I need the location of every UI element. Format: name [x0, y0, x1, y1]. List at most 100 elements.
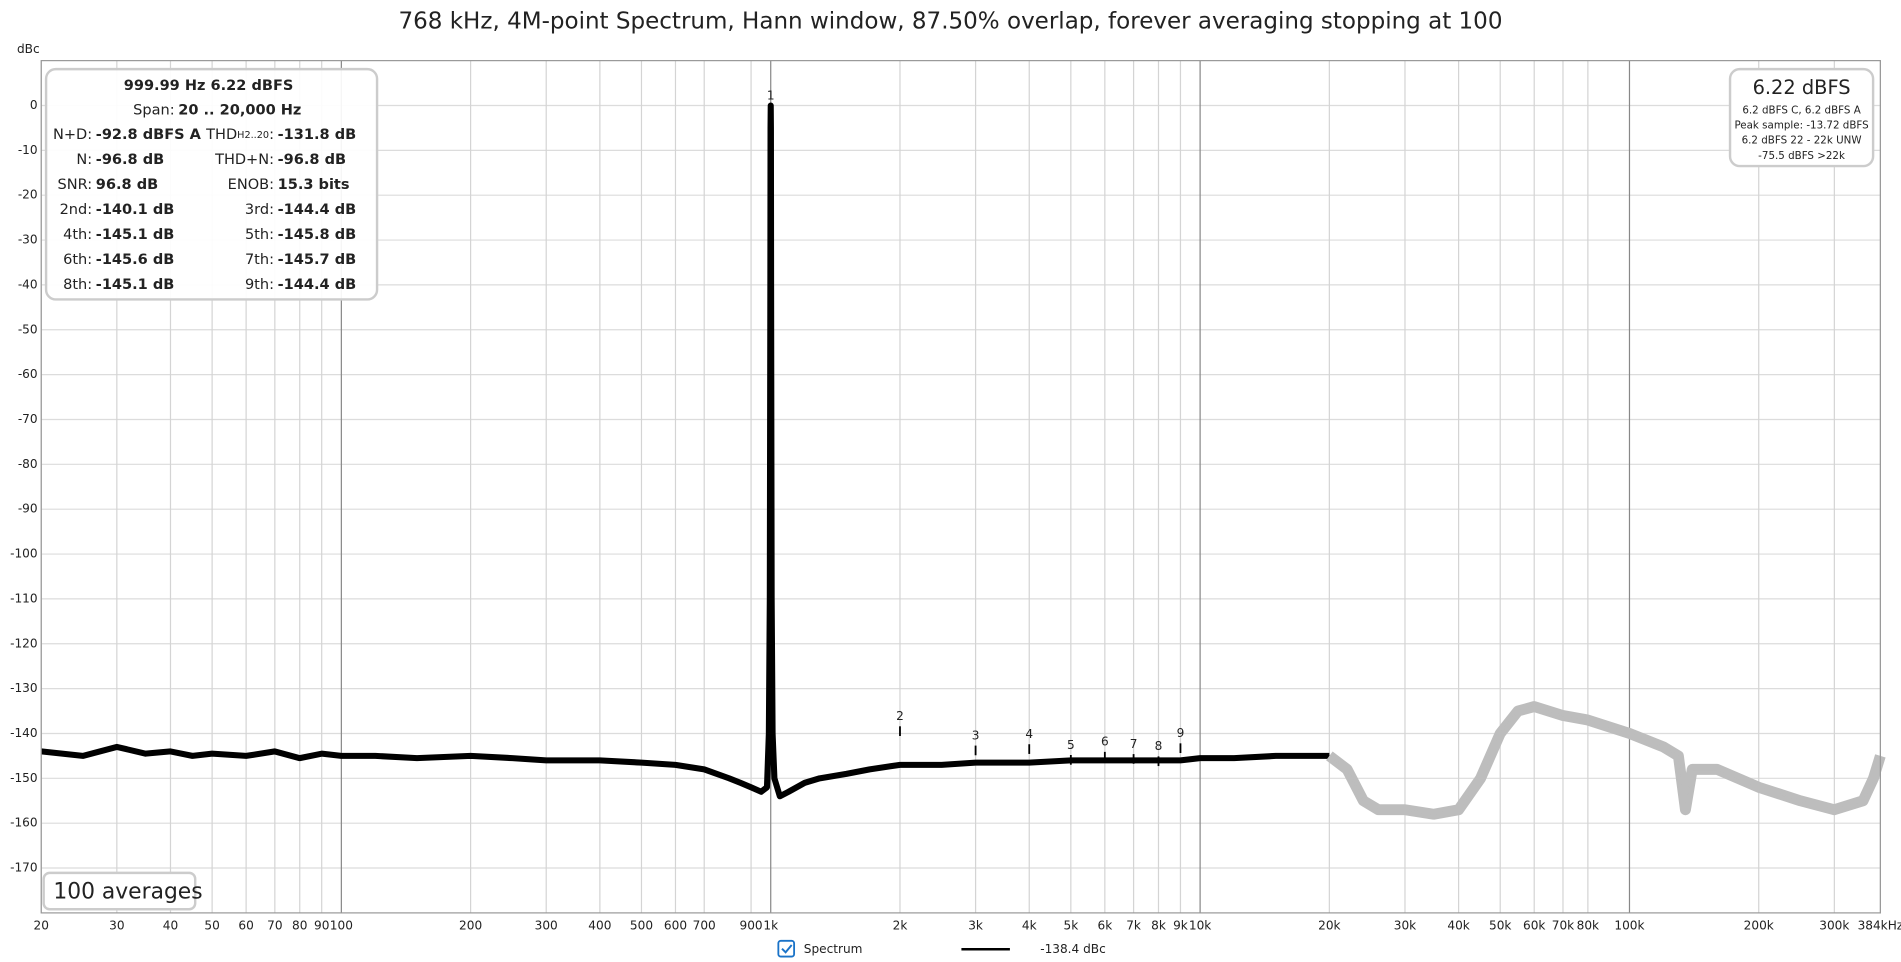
info-value: -145.1 dB [96, 227, 175, 243]
info-box [44, 67, 379, 301]
info-label-text: 7th: [245, 252, 274, 268]
info-label: 9th: [245, 277, 274, 293]
info-label: 7th: [245, 252, 274, 268]
x-tick-label: 500 [630, 919, 653, 933]
x-tick-label: 20k [1318, 919, 1340, 933]
harmonic-label: 2 [896, 709, 904, 723]
y-tick-label: -140 [10, 726, 37, 740]
harmonic-label: 9 [1177, 726, 1185, 740]
x-tick-label: 200 [459, 919, 482, 933]
x-tick-label: 90 [314, 919, 329, 933]
x-tick-label: 40 [163, 919, 178, 933]
info-label: 3rd: [245, 202, 274, 218]
info-label: THD+N: [214, 152, 274, 168]
info-value: 15.3 bits [278, 177, 350, 193]
y-tick-label: -50 [18, 322, 38, 336]
info-label-text: SNR: [58, 177, 93, 193]
x-tick-label: 80 [292, 919, 307, 933]
y-tick-label: -100 [10, 547, 37, 561]
plot [40, 102, 1886, 820]
x-tick-label: 600 [664, 919, 687, 933]
info-level: 6.22 dBFS [211, 78, 294, 94]
x-tick-label: 60k [1523, 919, 1545, 933]
info-label-text: 3rd: [245, 202, 274, 218]
checkmark [781, 944, 793, 954]
y-tick-label: -130 [10, 681, 37, 695]
info-value: 20 .. 20,000 Hz [178, 102, 301, 118]
info-label-text: THD [205, 127, 237, 143]
info-value: -145.1 dB [96, 277, 175, 293]
info-label-text: 5th: [245, 227, 274, 243]
legend-checkbox[interactable] [777, 939, 796, 958]
x-tick-label: 300 [535, 919, 558, 933]
info-label: N: [76, 152, 92, 168]
info-label: SNR: [58, 177, 93, 193]
level-line: -75.5 dBFS >22k [1758, 150, 1845, 162]
y-tick-label: -40 [18, 277, 38, 291]
x-tick-label: 50 [204, 919, 219, 933]
info-label: 6th: [63, 252, 92, 268]
x-tick-label: 50k [1489, 919, 1511, 933]
y-tick-label: -150 [10, 771, 37, 785]
y-tick-label: -90 [18, 502, 38, 516]
info-label-text: THD+N: [214, 152, 274, 168]
info-label: THDH2..20: [205, 127, 274, 143]
x-tick-label: 30k [1394, 919, 1416, 933]
info-label: 5th: [245, 227, 274, 243]
info-label: N+D: [53, 127, 92, 143]
info-value: -145.6 dB [96, 252, 175, 268]
x-tick-label: 7k [1126, 919, 1141, 933]
info-value: 96.8 dB [96, 177, 158, 193]
level-line: Peak sample: -13.72 dBFS [1734, 119, 1868, 131]
x-tick-label: 100 [330, 919, 353, 933]
x-tick-label: 384kHz [1858, 919, 1901, 933]
info-label-colon: : [269, 127, 274, 143]
x-tick-label: 400 [588, 919, 611, 933]
info-label: 8th: [63, 277, 92, 293]
y-axis-label: dBc [17, 42, 40, 56]
info-value: -96.8 dB [278, 152, 346, 168]
info-value: -145.7 dB [278, 252, 357, 268]
x-tick-label: 60 [238, 919, 253, 933]
x-tick-label: 900 [740, 919, 763, 933]
x-tick-label: 70k [1552, 919, 1574, 933]
info-label-text: ENOB: [228, 177, 274, 193]
x-tick-label: 4k [1022, 919, 1037, 933]
info-label-text: N: [76, 152, 92, 168]
x-tick-label: 2k [893, 919, 908, 933]
level-box [1728, 67, 1875, 168]
legend-label[interactable]: Spectrum [804, 942, 863, 956]
y-tick-label: -160 [10, 816, 37, 830]
y-tick-label: -60 [18, 367, 38, 381]
x-tick-label: 9k [1173, 919, 1188, 933]
info-label-text: 2nd: [60, 202, 93, 218]
x-tick-label: 700 [693, 919, 716, 933]
info-label-sub: H2..20 [237, 130, 269, 141]
info-label-text: 9th: [245, 277, 274, 293]
info-frequency: 999.99 Hz [124, 78, 206, 94]
spectrum-line-core [41, 105, 1330, 798]
harmonic-label: 3 [972, 728, 980, 742]
info-label: Span: [133, 102, 174, 118]
x-tick-label: 6k [1097, 919, 1112, 933]
info-label: 4th: [63, 227, 92, 243]
x-tick-label: 70 [267, 919, 282, 933]
harmonic-label: 7 [1130, 737, 1138, 751]
harmonic-label: 8 [1155, 739, 1163, 753]
x-tick-label: 5k [1063, 919, 1078, 933]
info-header: 999.99 Hz 6.22 dBFS [124, 78, 294, 94]
harmonic-label: 1 [767, 88, 775, 102]
x-tick-label: 200k [1744, 919, 1774, 933]
x-tick-label: 3k [968, 919, 983, 933]
y-tick-label: -120 [10, 636, 37, 650]
level-line: 6.2 dBFS 22 - 22k UNW [1742, 135, 1862, 147]
info-value: -140.1 dB [96, 202, 175, 218]
y-tick-label: -170 [10, 861, 37, 875]
x-tick-label: 30 [109, 919, 124, 933]
y-tick-label: -20 [18, 188, 38, 202]
info-value: -144.4 dB [278, 202, 357, 218]
x-tick-label: 1k [763, 919, 778, 933]
info-value: -145.8 dB [278, 227, 357, 243]
x-tick-label: 8k [1151, 919, 1166, 933]
